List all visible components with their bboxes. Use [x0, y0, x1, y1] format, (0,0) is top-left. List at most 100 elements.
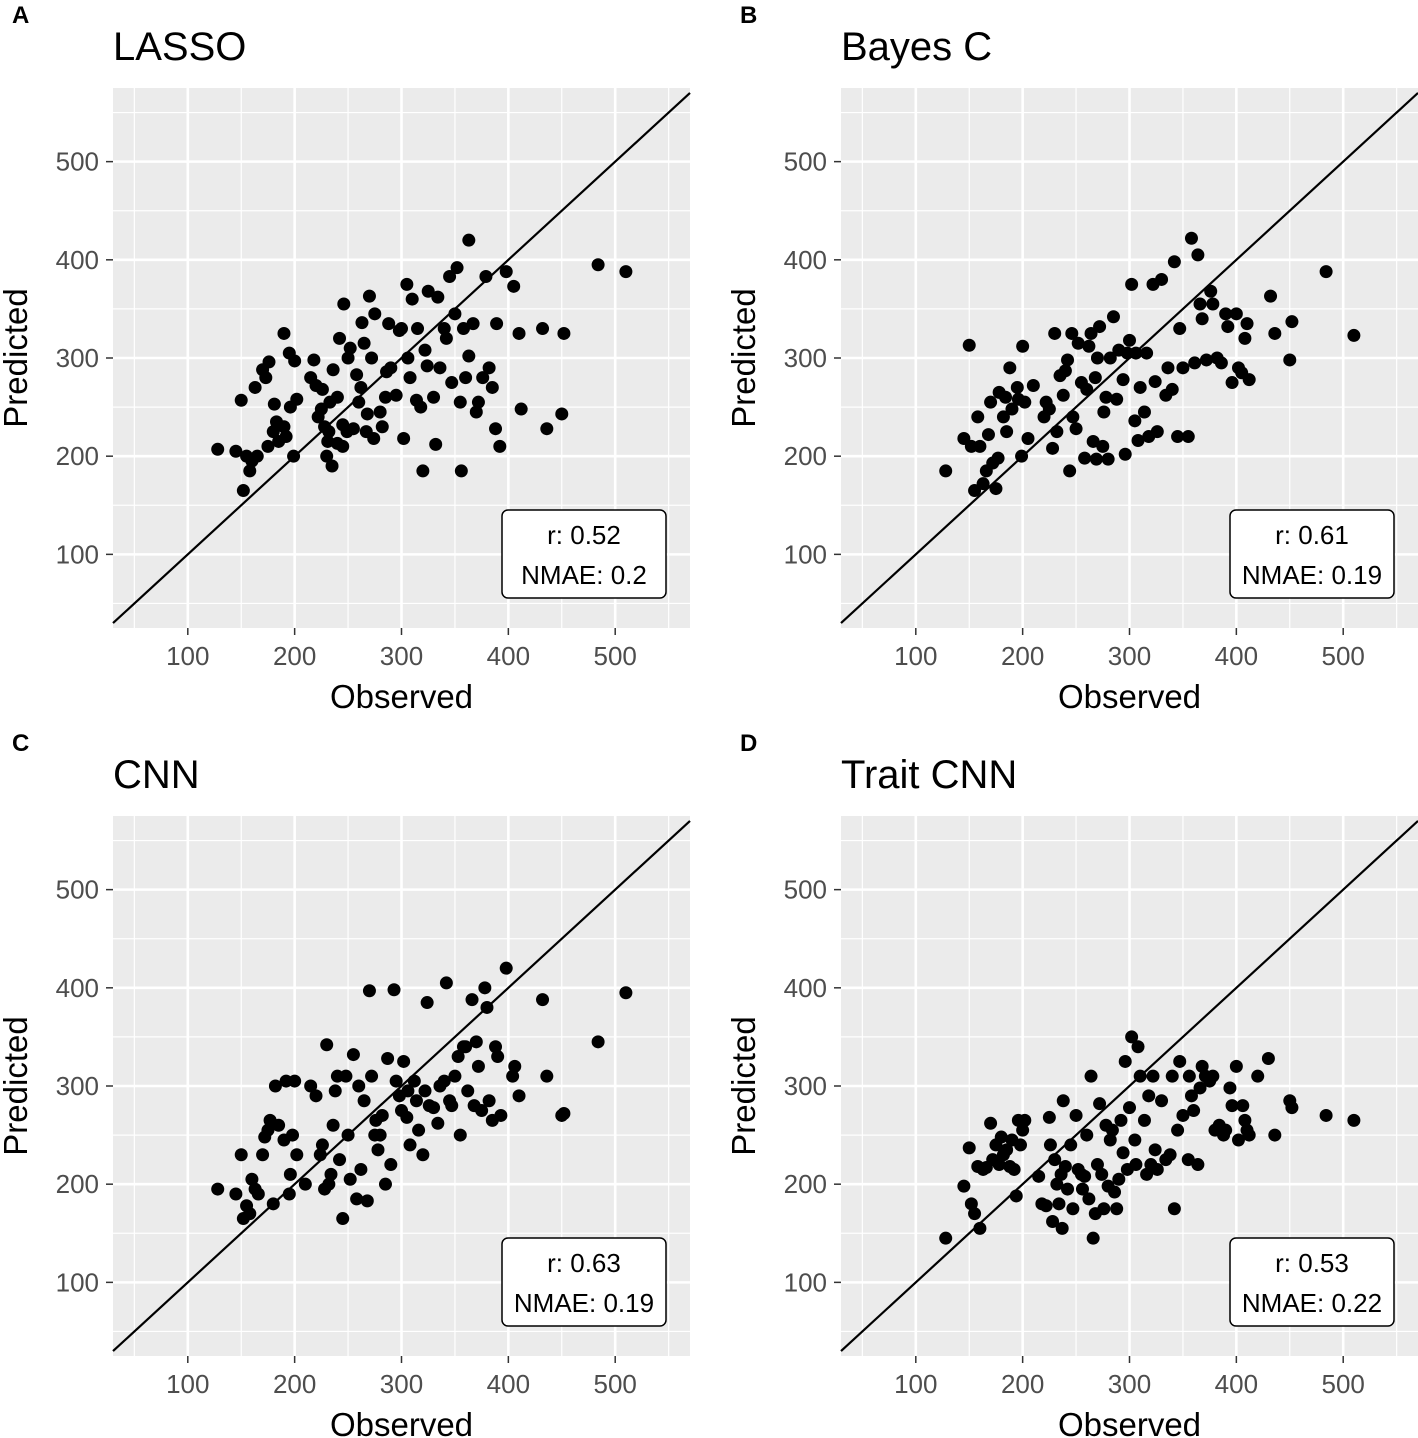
data-point — [1065, 326, 1079, 340]
y-tick-label: 200 — [784, 441, 827, 471]
data-point — [333, 1153, 347, 1167]
identity-line — [112, 820, 691, 1352]
data-point — [437, 322, 451, 336]
data-point — [1048, 326, 1062, 340]
data-point — [1129, 346, 1143, 360]
data-point — [1066, 410, 1080, 424]
data-point — [1095, 1167, 1109, 1181]
data-point — [1066, 1202, 1080, 1216]
data-point — [512, 1089, 526, 1103]
x-tick-label: 200 — [273, 1369, 316, 1399]
chart-title: CNN — [113, 753, 200, 797]
data-point — [288, 354, 302, 368]
x-tick-label: 400 — [1215, 641, 1258, 671]
chart-title: LASSO — [113, 25, 246, 69]
data-point — [287, 449, 301, 463]
data-point — [1268, 1128, 1282, 1142]
data-point — [1069, 422, 1083, 436]
data-point — [401, 1084, 415, 1098]
data-point — [453, 1128, 467, 1142]
data-point — [506, 1069, 520, 1083]
x-axis-title: Observed — [1058, 678, 1201, 715]
data-point — [591, 1035, 605, 1049]
data-point — [1319, 1108, 1333, 1122]
data-point — [1173, 322, 1187, 336]
data-point — [1214, 356, 1228, 370]
data-point — [325, 459, 339, 473]
data-point — [1187, 1104, 1201, 1118]
data-point — [461, 1084, 475, 1098]
y-tick-label: 100 — [784, 539, 827, 569]
data-point — [286, 1128, 300, 1142]
data-point — [1204, 284, 1218, 298]
data-point — [256, 1148, 270, 1162]
data-point — [211, 1182, 225, 1196]
data-point — [1103, 1133, 1117, 1147]
data-point — [326, 1118, 340, 1132]
data-point — [375, 420, 389, 434]
data-point — [416, 464, 430, 478]
stat-r: r: 0.53 — [1275, 1248, 1349, 1278]
data-point — [346, 1048, 360, 1062]
data-point — [1007, 1162, 1021, 1176]
data-point — [1165, 1069, 1179, 1083]
x-axis-title: Observed — [1058, 1406, 1201, 1438]
y-axis-title: Predicted — [0, 1016, 34, 1155]
data-point — [976, 477, 990, 491]
data-point — [1193, 1081, 1207, 1095]
data-point — [448, 1069, 462, 1083]
data-point — [403, 371, 417, 385]
data-point — [1163, 1148, 1177, 1162]
data-point — [1176, 361, 1190, 375]
data-point — [1093, 320, 1107, 334]
data-point — [557, 326, 571, 340]
data-point — [475, 1104, 489, 1118]
data-point — [250, 449, 264, 463]
data-point — [536, 993, 550, 1007]
x-tick-label: 200 — [1001, 641, 1044, 671]
data-point — [1223, 1081, 1237, 1095]
data-point — [482, 1094, 496, 1108]
data-point — [1242, 1128, 1256, 1142]
data-point — [395, 322, 408, 336]
data-point — [324, 1167, 338, 1181]
data-point — [471, 395, 485, 409]
data-point — [261, 439, 275, 453]
data-point — [1101, 452, 1115, 466]
data-point — [320, 1038, 334, 1052]
data-point — [1010, 380, 1024, 394]
stat-nmae: NMAE: 0.19 — [514, 1288, 654, 1318]
y-tick-label: 400 — [56, 973, 99, 1003]
data-point — [365, 1069, 379, 1083]
data-point — [290, 1148, 304, 1162]
data-point — [326, 363, 340, 377]
data-point — [437, 1074, 451, 1088]
data-point — [427, 1101, 441, 1115]
data-point — [322, 425, 336, 439]
data-point — [968, 1207, 982, 1221]
data-point — [1099, 390, 1113, 404]
data-point — [1191, 1158, 1205, 1172]
data-point — [343, 341, 357, 355]
data-point — [1061, 353, 1075, 367]
stats-box — [501, 1237, 667, 1327]
data-point — [288, 1074, 302, 1088]
data-point — [234, 1148, 248, 1162]
data-point — [1238, 1113, 1252, 1127]
data-point — [1128, 414, 1142, 428]
data-point — [1086, 434, 1100, 448]
data-point — [1133, 380, 1147, 394]
data-point — [1133, 1069, 1147, 1083]
data-point — [1058, 364, 1072, 378]
data-point — [298, 1177, 312, 1191]
data-point — [282, 1187, 296, 1201]
data-point — [1110, 392, 1124, 406]
data-point — [1097, 405, 1111, 419]
y-tick-label: 500 — [784, 147, 827, 177]
y-axis-title: Predicted — [725, 288, 762, 427]
data-point — [999, 390, 1013, 404]
data-point — [939, 464, 953, 478]
data-point — [1080, 1128, 1094, 1142]
data-point — [1283, 353, 1297, 367]
data-point — [304, 1079, 318, 1093]
